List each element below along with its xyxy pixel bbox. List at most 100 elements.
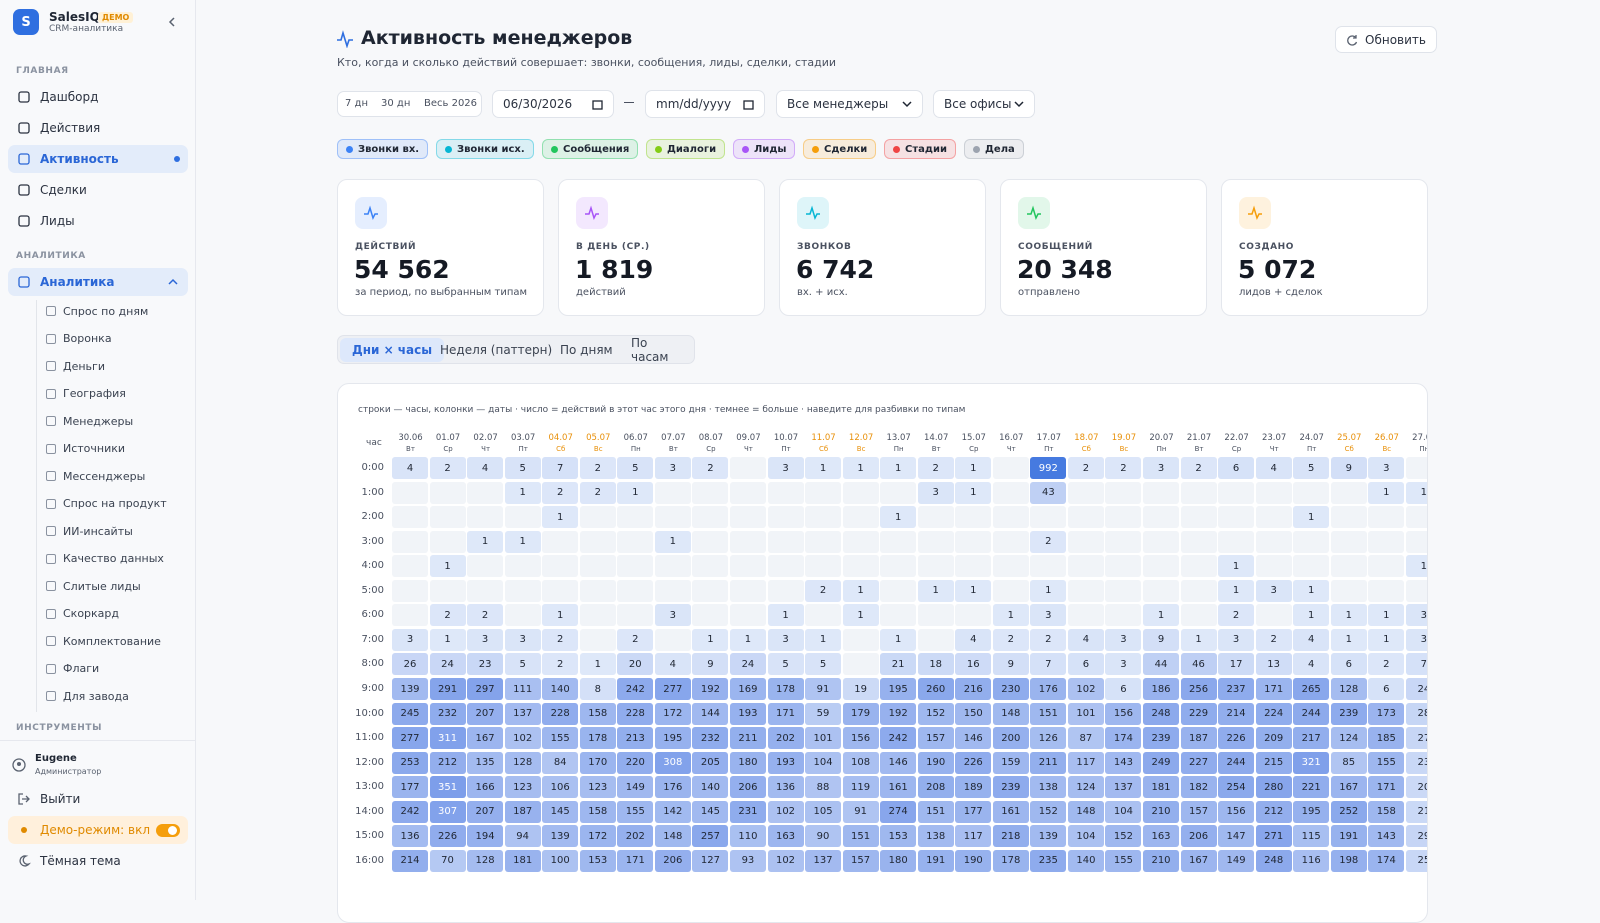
heat-cell[interactable] xyxy=(1368,579,1405,602)
heat-cell[interactable]: 127 xyxy=(692,849,729,872)
heat-cell[interactable]: 3 xyxy=(654,457,691,479)
heat-cell[interactable]: 206 xyxy=(1180,825,1217,848)
heat-cell[interactable] xyxy=(880,555,917,578)
range[interactable]: 30 дн xyxy=(381,98,411,109)
heat-cell[interactable]: 87 xyxy=(1067,727,1104,750)
heat-cell[interactable] xyxy=(1030,506,1067,529)
heat-cell[interactable]: 253 xyxy=(392,751,428,774)
heat-cell[interactable]: 4 xyxy=(1293,628,1330,651)
heat-cell[interactable]: 190 xyxy=(955,849,992,872)
heat-cell[interactable]: 104 xyxy=(1105,800,1142,823)
heat-cell[interactable]: 186 xyxy=(1143,678,1179,701)
heat-cell[interactable]: 1 xyxy=(992,604,1029,627)
heat-cell[interactable]: 156 xyxy=(842,727,879,750)
heat-cell[interactable]: 2 xyxy=(1218,604,1255,627)
heat-cell[interactable]: 24 xyxy=(729,653,766,676)
heat-cell[interactable]: 158 xyxy=(1368,800,1405,823)
heat-cell[interactable]: 1 xyxy=(955,457,992,479)
heat-cell[interactable] xyxy=(955,555,992,578)
heat-cell[interactable]: 180 xyxy=(729,751,766,774)
heat-cell[interactable] xyxy=(467,506,504,529)
heat-cell[interactable]: 291 xyxy=(429,678,466,701)
heat-cell[interactable]: 140 xyxy=(542,678,579,701)
heat-cell[interactable]: 214 xyxy=(1218,702,1255,725)
heat-cell[interactable]: 3 xyxy=(1255,579,1292,602)
heat-cell[interactable]: 161 xyxy=(880,776,917,799)
manager-select[interactable]: Все менеджеры xyxy=(776,90,923,118)
heat-cell[interactable]: 145 xyxy=(542,800,579,823)
heat-cell[interactable]: 3 xyxy=(1105,653,1142,676)
heat-cell[interactable]: 3 xyxy=(1105,628,1142,651)
heat-cell[interactable]: 3 xyxy=(392,628,428,651)
heat-cell[interactable]: 2 xyxy=(1030,530,1067,553)
heat-cell[interactable]: 5 xyxy=(767,653,804,676)
heat-cell[interactable] xyxy=(1330,481,1367,504)
heat-cell[interactable]: 181 xyxy=(504,849,541,872)
heat-cell[interactable]: 136 xyxy=(392,825,428,848)
heat-cell[interactable] xyxy=(1218,506,1255,529)
heat-cell[interactable]: 151 xyxy=(842,825,879,848)
heat-cell[interactable]: 104 xyxy=(805,751,842,774)
heat-cell[interactable]: 194 xyxy=(467,825,504,848)
heat-cell[interactable]: 248 xyxy=(1255,849,1292,872)
heat-cell[interactable]: 210 xyxy=(1143,849,1179,872)
heat-cell[interactable]: 192 xyxy=(880,702,917,725)
heat-cell[interactable]: 1 xyxy=(917,579,954,602)
heat-cell[interactable] xyxy=(1368,506,1405,529)
sub-item[interactable]: Менеджеры xyxy=(46,411,133,431)
heat-cell[interactable]: 252 xyxy=(1330,800,1367,823)
heat-cell[interactable] xyxy=(579,604,616,627)
heat-cell[interactable] xyxy=(842,530,879,553)
range[interactable]: Весь 2026 xyxy=(424,98,478,109)
heat-cell[interactable]: 4 xyxy=(654,653,691,676)
heat-cell[interactable]: 102 xyxy=(767,800,804,823)
heat-cell[interactable]: 1 xyxy=(1368,481,1405,504)
heat-cell[interactable]: 155 xyxy=(542,727,579,750)
heat-cell[interactable]: 151 xyxy=(1030,702,1067,725)
heat-cell[interactable]: 5 xyxy=(805,653,842,676)
heat-cell[interactable]: 178 xyxy=(767,678,804,701)
heat-cell[interactable]: 249 xyxy=(1143,751,1179,774)
heat-cell[interactable] xyxy=(805,604,842,627)
demo-toggle[interactable]: Демо-режим: вкл xyxy=(8,816,188,844)
heat-cell[interactable]: 44 xyxy=(1143,653,1179,676)
heat-cell[interactable]: 3 xyxy=(654,604,691,627)
heat-cell[interactable]: 16 xyxy=(955,653,992,676)
heat-cell[interactable] xyxy=(917,530,954,553)
heat-cell[interactable]: 2 xyxy=(1030,628,1067,651)
heat-cell[interactable]: 277 xyxy=(392,727,428,750)
heat-cell[interactable]: 207 xyxy=(467,702,504,725)
nav-item[interactable]: Сделки xyxy=(8,176,188,204)
heat-cell[interactable]: 153 xyxy=(579,849,616,872)
sub-item[interactable]: Качество данных xyxy=(46,549,164,569)
heat-cell[interactable]: 128 xyxy=(1330,678,1367,701)
heat-cell[interactable]: 1 xyxy=(880,506,917,529)
heat-cell[interactable]: 124 xyxy=(1330,727,1367,750)
heat-cell[interactable]: 59 xyxy=(805,702,842,725)
heat-cell[interactable] xyxy=(692,530,729,553)
heat-cell[interactable]: 166 xyxy=(467,776,504,799)
nav-item[interactable]: Действия xyxy=(8,114,188,142)
heat-cell[interactable] xyxy=(842,506,879,529)
heat-cell[interactable] xyxy=(1368,530,1405,553)
heat-cell[interactable]: 155 xyxy=(1105,849,1142,872)
heat-cell[interactable] xyxy=(1293,481,1330,504)
heat-cell[interactable] xyxy=(654,506,691,529)
heat-cell[interactable]: 171 xyxy=(767,702,804,725)
heat-cell[interactable] xyxy=(617,604,654,627)
heat-cell[interactable] xyxy=(1255,530,1292,553)
heat-cell[interactable]: 210 xyxy=(1143,800,1179,823)
heat-cell[interactable]: 158 xyxy=(579,800,616,823)
heat-cell[interactable] xyxy=(392,481,428,504)
heat-cell[interactable]: 27 xyxy=(1405,727,1427,750)
heat-cell[interactable]: 1 xyxy=(805,628,842,651)
heat-cell[interactable]: 1 xyxy=(504,481,541,504)
heat-cell[interactable]: 2 xyxy=(429,604,466,627)
heat-cell[interactable]: 90 xyxy=(805,825,842,848)
heat-cell[interactable]: 1 xyxy=(880,457,917,479)
sub-item[interactable]: Для завода xyxy=(46,686,129,706)
heat-cell[interactable]: 19 xyxy=(842,678,879,701)
heat-cell[interactable] xyxy=(805,530,842,553)
heat-cell[interactable] xyxy=(729,604,766,627)
heat-cell[interactable] xyxy=(880,530,917,553)
